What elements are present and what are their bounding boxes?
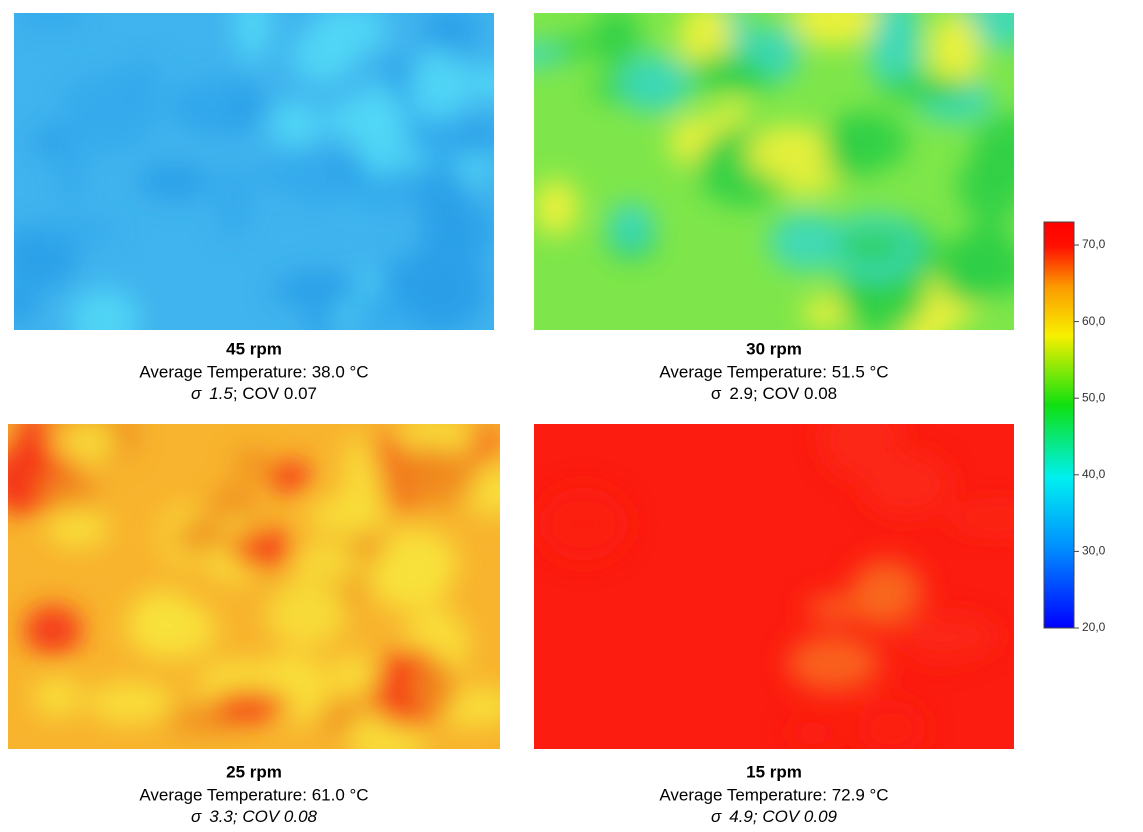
average-temperature: Average Temperature: 51.5 °C bbox=[659, 362, 888, 381]
blob bbox=[948, 505, 1048, 531]
panel-label: 25 rpm bbox=[226, 762, 282, 781]
blob bbox=[308, 496, 388, 538]
thermal-image bbox=[0, 406, 534, 766]
blob bbox=[31, 218, 124, 244]
blob bbox=[326, 95, 407, 143]
blob bbox=[60, 72, 159, 152]
blob bbox=[856, 700, 926, 759]
blob bbox=[266, 578, 349, 646]
blob bbox=[409, 51, 465, 125]
statistics-part: 2.9 bbox=[729, 384, 753, 403]
blob bbox=[412, 661, 457, 716]
blob bbox=[367, 541, 453, 611]
thermal-image bbox=[0, 0, 529, 351]
statistics: σ 3.3; COV 0.08 bbox=[191, 807, 318, 826]
blob bbox=[126, 600, 217, 660]
blob bbox=[533, 179, 579, 236]
blob bbox=[412, 161, 467, 220]
colorbar bbox=[1044, 222, 1074, 628]
colorbar-tick-label: 50,0 bbox=[1082, 390, 1106, 404]
blob bbox=[388, 447, 477, 508]
thermal-image bbox=[534, 399, 1048, 758]
statistics-part: ; COV 0.08 bbox=[233, 807, 318, 826]
blob bbox=[787, 720, 838, 746]
blob bbox=[823, 111, 908, 172]
statistics-part: 3.3 bbox=[209, 807, 233, 826]
blob bbox=[267, 461, 312, 492]
blob bbox=[822, 399, 901, 478]
statistics-part: 1.5 bbox=[209, 384, 233, 403]
blob bbox=[234, 449, 269, 477]
blob bbox=[787, 635, 879, 691]
statistics-part: ; COV 0.07 bbox=[233, 384, 317, 403]
average-temperature: Average Temperature: 38.0 °C bbox=[139, 362, 368, 381]
blob bbox=[746, 126, 837, 182]
statistics-part: ; COV 0.09 bbox=[753, 807, 838, 826]
panel-label: 45 rpm bbox=[226, 339, 282, 358]
blob bbox=[46, 511, 110, 548]
blob bbox=[37, 472, 98, 507]
blob bbox=[171, 521, 229, 552]
blob bbox=[455, 67, 529, 99]
blob bbox=[270, 272, 364, 307]
blob bbox=[181, 79, 237, 127]
blob bbox=[214, 163, 254, 239]
colorbar-tick-label: 70,0 bbox=[1082, 237, 1106, 251]
statistics-part: σ bbox=[191, 384, 202, 403]
blob bbox=[24, 605, 82, 655]
blob bbox=[230, 530, 295, 568]
blob bbox=[137, 163, 210, 200]
average-temperature: Average Temperature: 61.0 °C bbox=[139, 785, 368, 804]
blob bbox=[352, 296, 416, 330]
blob bbox=[688, 54, 759, 91]
blob bbox=[414, 116, 460, 163]
colorbar-tick-label: 40,0 bbox=[1082, 467, 1106, 481]
blob bbox=[70, 289, 140, 351]
colorbar-tick-label: 60,0 bbox=[1082, 314, 1106, 328]
average-temperature: Average Temperature: 72.9 °C bbox=[659, 785, 888, 804]
thermal-images bbox=[0, 0, 1050, 766]
blob bbox=[806, 596, 867, 621]
blob bbox=[846, 280, 888, 316]
statistics: σ 2.9; COV 0.08 bbox=[711, 384, 837, 403]
blob bbox=[32, 677, 81, 718]
blob bbox=[423, 9, 479, 52]
blob bbox=[803, 297, 846, 328]
blob bbox=[899, 616, 997, 657]
blob bbox=[211, 690, 289, 721]
panel-label: 15 rpm bbox=[746, 762, 802, 781]
blob bbox=[877, 75, 970, 102]
blob bbox=[591, 8, 640, 68]
blob bbox=[506, 42, 564, 67]
colorbar-tick-label: 20,0 bbox=[1082, 620, 1106, 634]
statistics-part: σ bbox=[711, 807, 722, 826]
blob bbox=[968, 220, 1010, 251]
blob bbox=[291, 28, 356, 83]
blob bbox=[539, 487, 629, 561]
statistics-part: ; COV 0.08 bbox=[753, 384, 837, 403]
statistics: σ 4.9; COV 0.09 bbox=[711, 807, 838, 826]
blob bbox=[957, 153, 1028, 221]
blob bbox=[53, 419, 116, 464]
statistics-part: 4.9 bbox=[729, 807, 753, 826]
blob bbox=[608, 202, 655, 252]
blob bbox=[717, 101, 747, 125]
figure: 45 rpmAverage Temperature: 38.0 °Cσ1.5; … bbox=[0, 0, 1143, 832]
blob bbox=[939, 242, 993, 304]
statistics-part: σ bbox=[191, 807, 202, 826]
thermal-image bbox=[506, 0, 1050, 360]
blob bbox=[269, 101, 322, 147]
blob bbox=[329, 656, 380, 694]
panel-label: 30 rpm bbox=[746, 339, 802, 358]
blob bbox=[87, 682, 174, 724]
blob bbox=[835, 231, 907, 261]
colorbar-tick-label: 30,0 bbox=[1082, 544, 1106, 558]
blob bbox=[618, 54, 691, 113]
statistics: σ 1.5; COV 0.07 bbox=[191, 384, 317, 403]
blob bbox=[756, 23, 801, 81]
statistics-part: σ bbox=[711, 384, 722, 403]
